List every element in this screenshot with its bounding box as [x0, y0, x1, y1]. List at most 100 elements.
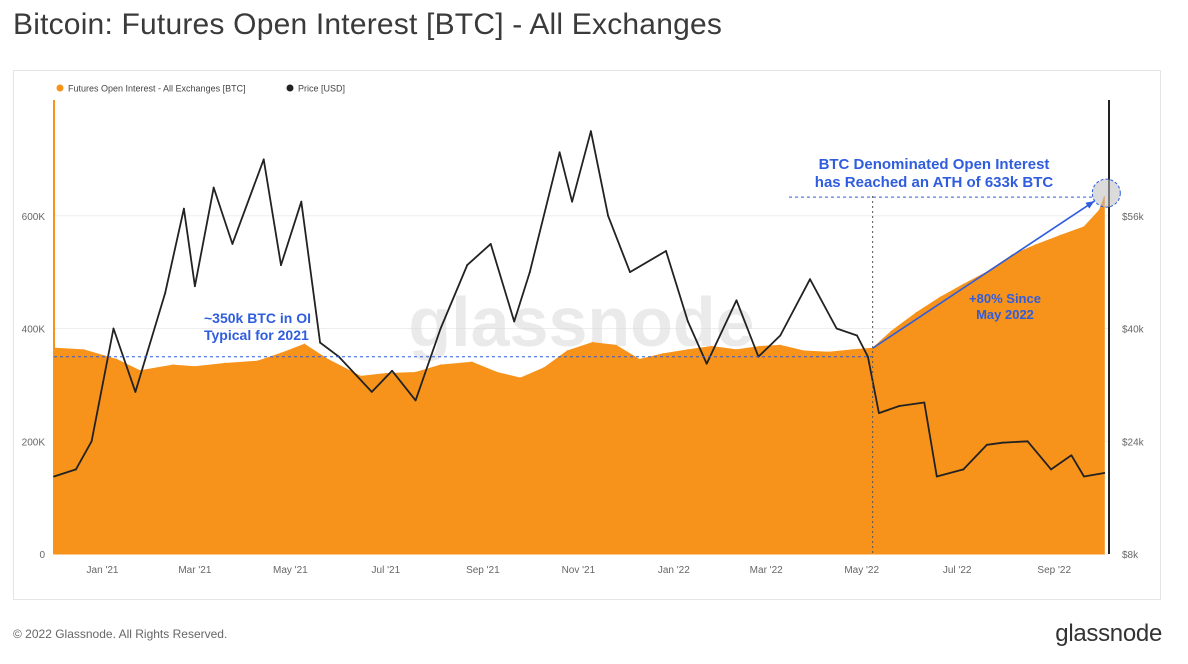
price-point-25 — [589, 130, 592, 133]
y-left-tick-2: 400K — [22, 325, 46, 336]
oi-point-1 — [82, 349, 85, 351]
price-point-22 — [528, 271, 531, 274]
oi-point-31 — [851, 349, 854, 351]
x-tick-1: Mar '21 — [178, 565, 211, 576]
oi-point-8 — [280, 352, 282, 355]
price-point-0 — [53, 475, 55, 478]
oi-point-25 — [710, 345, 713, 348]
price-point-45 — [1026, 440, 1029, 443]
legend-entry-0: Futures Open Interest - All Exchanges [B… — [68, 84, 246, 94]
price-point-40 — [923, 401, 926, 404]
y-right-tick-3: $56k — [1122, 212, 1145, 223]
price-point-10 — [262, 158, 265, 161]
price-point-43 — [986, 443, 988, 446]
x-tick-10: Sep '22 — [1037, 565, 1071, 576]
y-left-tick-0: 0 — [39, 550, 45, 561]
oi-point-24 — [687, 349, 689, 351]
x-tick-0: Jan '21 — [87, 565, 119, 576]
price-point-4 — [134, 391, 137, 393]
price-point-44 — [1001, 441, 1004, 444]
price-point-48 — [1083, 475, 1085, 478]
price-point-1 — [75, 468, 77, 471]
oi-point-3 — [139, 369, 141, 372]
price-point-31 — [735, 299, 738, 302]
annotation-350k-line-0: ~350k BTC in OI — [204, 310, 311, 326]
annotation-80pct-line-1: May 2022 — [976, 307, 1034, 322]
oi-point-30 — [828, 351, 830, 353]
y-left-tick-1: 200K — [22, 437, 46, 448]
price-point-33 — [779, 334, 782, 337]
oi-point-26 — [735, 349, 738, 351]
price-point-8 — [212, 186, 215, 189]
price-point-26 — [607, 214, 610, 217]
oi-point-17 — [519, 377, 522, 379]
oi-point-19 — [566, 350, 569, 352]
price-point-28 — [665, 250, 667, 252]
copyright-text: © 2022 Glassnode. All Rights Reserved. — [13, 627, 228, 641]
oi-point-42 — [1098, 209, 1101, 211]
price-point-30 — [705, 362, 708, 365]
price-point-5 — [164, 292, 167, 295]
legend-dot-0 — [56, 84, 64, 92]
oi-point-22 — [638, 358, 641, 361]
oi-point-16 — [496, 371, 498, 374]
oi-area — [53, 196, 1105, 555]
price-point-7 — [193, 285, 196, 288]
price-point-17 — [414, 399, 417, 402]
price-point-27 — [629, 271, 631, 274]
price-point-24 — [571, 200, 574, 203]
price-point-19 — [466, 264, 469, 266]
oi-point-18 — [543, 367, 545, 369]
oi-point-21 — [615, 344, 617, 347]
oi-point-5 — [194, 366, 196, 368]
y-right-tick-2: $40k — [1122, 325, 1145, 336]
x-tick-2: May '21 — [273, 565, 308, 576]
price-point-20 — [489, 243, 492, 245]
legend-entry-1: Price [USD] — [298, 84, 345, 94]
oi-point-14 — [439, 364, 442, 366]
price-point-3 — [112, 327, 115, 330]
x-tick-6: Jan '22 — [658, 565, 690, 576]
oi-point-40 — [1059, 234, 1062, 237]
growth-arrow-head — [1085, 201, 1095, 209]
price-point-21 — [513, 320, 516, 323]
oi-point-36 — [962, 283, 965, 286]
oi-point-23 — [662, 353, 664, 355]
price-point-42 — [962, 468, 965, 471]
annotation-ath-line-0: BTC Denominated Open Interest — [819, 156, 1050, 173]
oi-point-34 — [915, 311, 918, 314]
oi-point-35 — [939, 296, 941, 299]
oi-point-10 — [327, 358, 329, 361]
price-point-36 — [856, 334, 858, 337]
x-tick-9: Jul '22 — [943, 565, 972, 576]
oi-point-2 — [115, 358, 118, 361]
oi-point-20 — [591, 341, 594, 344]
annotation-ath-line-1: has Reached an ATH of 633k BTC — [815, 174, 1054, 191]
oi-point-6 — [223, 362, 226, 365]
y-right-tick-1: $24k — [1122, 437, 1145, 448]
ath-circle — [1091, 178, 1121, 208]
oi-point-7 — [256, 360, 259, 362]
price-point-47 — [1070, 454, 1073, 457]
price-point-46 — [1050, 468, 1052, 471]
x-tick-8: May '22 — [844, 565, 879, 576]
price-point-2 — [90, 440, 93, 443]
oi-point-0 — [53, 347, 55, 350]
price-line — [53, 130, 1105, 478]
x-tick-7: Mar '22 — [750, 565, 783, 576]
oi-point-29 — [802, 350, 805, 352]
price-point-49 — [1103, 472, 1106, 474]
x-tick-4: Sep '21 — [466, 565, 500, 576]
price-point-11 — [280, 264, 282, 266]
oi-point-12 — [385, 372, 387, 375]
price-point-9 — [231, 243, 234, 245]
x-tick-3: Jul '21 — [372, 565, 401, 576]
oi-point-39 — [1034, 244, 1037, 246]
price-point-6 — [183, 207, 185, 210]
oi-point-41 — [1083, 226, 1085, 228]
oi-point-27 — [759, 345, 761, 348]
price-point-29 — [687, 320, 689, 323]
price-point-38 — [878, 412, 880, 414]
annotation-350k-line-1: Typical for 2021 — [204, 327, 309, 343]
annotation-ath: BTC Denominated Open Interest has Reached… — [815, 156, 1054, 191]
